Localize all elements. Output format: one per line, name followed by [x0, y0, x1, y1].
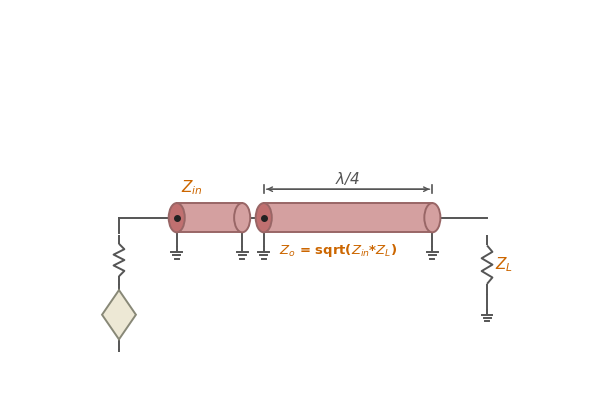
Bar	[264, 203, 432, 232]
Text: $\lambda$/4: $\lambda$/4	[335, 170, 361, 187]
Text: $Z_{in}$: $Z_{in}$	[180, 178, 203, 197]
Ellipse shape	[234, 203, 250, 232]
Ellipse shape	[255, 203, 272, 232]
Ellipse shape	[424, 203, 441, 232]
Ellipse shape	[169, 203, 185, 232]
Bar	[177, 203, 242, 232]
Text: $Z_o$ = sqrt($Z_{in}$*$Z_L$): $Z_o$ = sqrt($Z_{in}$*$Z_L$)	[279, 242, 398, 259]
Polygon shape	[102, 290, 136, 339]
Text: $Z_L$: $Z_L$	[495, 255, 513, 274]
